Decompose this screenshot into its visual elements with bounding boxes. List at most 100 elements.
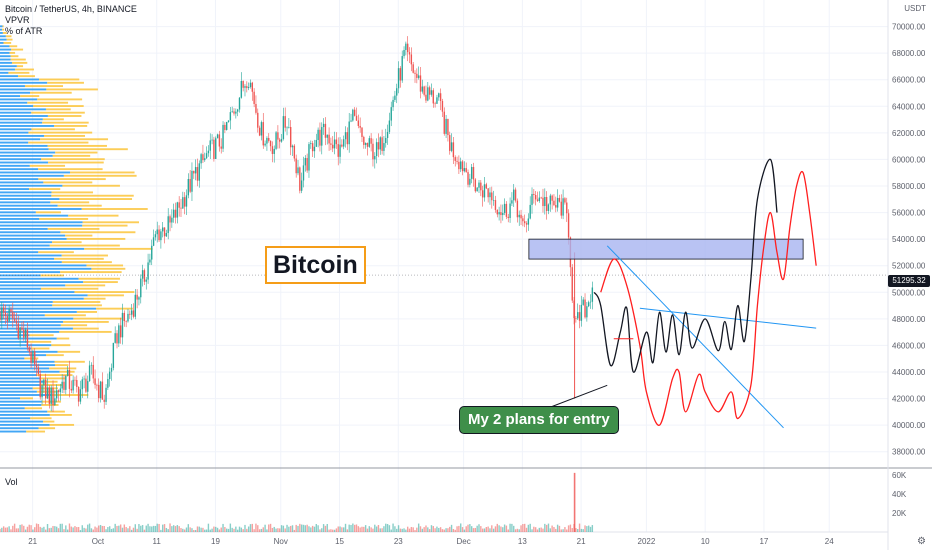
- vpvr-bar-gold: [76, 311, 98, 313]
- vpvr-bar-gold: [53, 125, 88, 127]
- candle-body: [439, 93, 442, 101]
- volume-bar: [70, 526, 73, 532]
- vpvr-bar-gold: [83, 281, 118, 284]
- candle-body: [587, 302, 590, 307]
- volume-tick-label: 20K: [892, 509, 907, 518]
- vpvr-bar-blue: [0, 65, 17, 68]
- candle-body: [317, 129, 319, 141]
- vpvr-bar-blue: [0, 224, 83, 227]
- candle-body: [275, 132, 277, 149]
- candle-body: [61, 381, 63, 389]
- vpvr-bar-blue: [0, 198, 60, 200]
- candle-body: [174, 209, 177, 218]
- volume-bar: [330, 529, 332, 532]
- volume-bar: [364, 525, 367, 532]
- candle-body: [130, 310, 133, 315]
- vpvr-bar-gold: [40, 287, 99, 290]
- candle-body: [258, 127, 261, 136]
- vpvr-bar-blue: [0, 354, 47, 357]
- volume-bar: [189, 527, 191, 532]
- volume-bar: [589, 526, 592, 532]
- volume-bar: [483, 528, 486, 532]
- candle-body: [427, 87, 429, 101]
- volume-bar: [83, 527, 85, 532]
- vpvr-bar-gold: [72, 327, 99, 330]
- candle-body: [140, 278, 142, 298]
- vpvr-bar-gold: [9, 51, 16, 54]
- volume-axis: 20K 40K 60K: [892, 471, 907, 518]
- candle-body: [171, 217, 173, 223]
- vpvr-bar-blue: [0, 178, 39, 181]
- candle-body: [549, 195, 551, 205]
- volume-bar: [401, 528, 403, 532]
- volume-label[interactable]: Vol: [5, 477, 18, 487]
- volume-bar: [555, 528, 557, 532]
- volume-bar: [136, 528, 138, 532]
- indicator-atr[interactable]: % of ATR: [5, 26, 43, 36]
- candle-body: [366, 142, 369, 147]
- volume-bar: [183, 529, 186, 532]
- volume-bar: [566, 529, 568, 532]
- volume-bar: [61, 523, 63, 532]
- volume-bar: [209, 529, 211, 532]
- candle-body: [193, 170, 195, 174]
- vpvr-bar-gold: [51, 394, 89, 396]
- vpvr-bar-blue: [0, 267, 92, 270]
- vpvr-bar-gold: [2, 28, 5, 31]
- candle-body: [280, 138, 283, 142]
- candle-body: [485, 184, 488, 189]
- vpvr-bar-blue: [0, 251, 39, 254]
- symbol-title[interactable]: Bitcoin / TetherUS, 4h, BINANCE: [5, 4, 137, 14]
- candle-body: [233, 111, 235, 114]
- volume-bar: [147, 523, 149, 532]
- candle-body: [321, 127, 323, 146]
- volume-bar: [249, 524, 252, 532]
- volume-bar: [43, 526, 45, 532]
- candle-body: [138, 297, 140, 300]
- volume-bar: [472, 528, 475, 532]
- vpvr-bar-blue: [0, 221, 83, 224]
- candle-body: [487, 188, 489, 198]
- candle-body: [408, 52, 411, 55]
- vpvr-bar-blue: [0, 247, 85, 250]
- candle-body: [10, 309, 12, 312]
- candle-body: [375, 142, 378, 157]
- volume-bar: [26, 526, 29, 532]
- candle-body: [582, 299, 584, 305]
- candle-body: [247, 86, 250, 89]
- volume-bar: [443, 529, 445, 532]
- volume-bar: [306, 524, 308, 532]
- candle-body: [70, 388, 73, 391]
- vpvr-bar-blue: [0, 374, 37, 377]
- candle-body: [513, 189, 515, 201]
- volume-bar: [538, 527, 541, 532]
- vpvr-bar-blue: [0, 413, 50, 416]
- volume-bar: [17, 528, 19, 532]
- volume-bar: [152, 525, 155, 532]
- vpvr-bar-gold: [31, 111, 85, 114]
- volume-bar: [145, 525, 147, 532]
- currency-label: USDT: [904, 4, 926, 13]
- volume-bar: [500, 526, 502, 532]
- candle-body: [441, 100, 444, 112]
- plans-callout[interactable]: My 2 plans for entry: [459, 406, 619, 434]
- candle-body: [235, 111, 237, 114]
- volume-bar: [386, 524, 389, 532]
- volume-bar: [21, 524, 23, 532]
- volume-bar: [85, 528, 87, 532]
- candle-body: [98, 384, 100, 399]
- candle-body: [560, 201, 562, 216]
- vpvr-bar-blue: [0, 311, 77, 313]
- candle-body: [141, 270, 144, 279]
- candle-body: [509, 203, 511, 218]
- volume-bar: [68, 523, 71, 532]
- volume-bar: [76, 527, 78, 532]
- vpvr-bar-gold: [45, 108, 71, 111]
- indicator-vpvr[interactable]: VPVR: [5, 15, 30, 25]
- volume-bar: [359, 527, 361, 532]
- volume-bar: [268, 524, 270, 532]
- settings-gear-icon[interactable]: ⚙: [917, 536, 926, 547]
- bitcoin-text-annotation[interactable]: Bitcoin: [265, 246, 366, 284]
- volume-bar: [474, 527, 477, 532]
